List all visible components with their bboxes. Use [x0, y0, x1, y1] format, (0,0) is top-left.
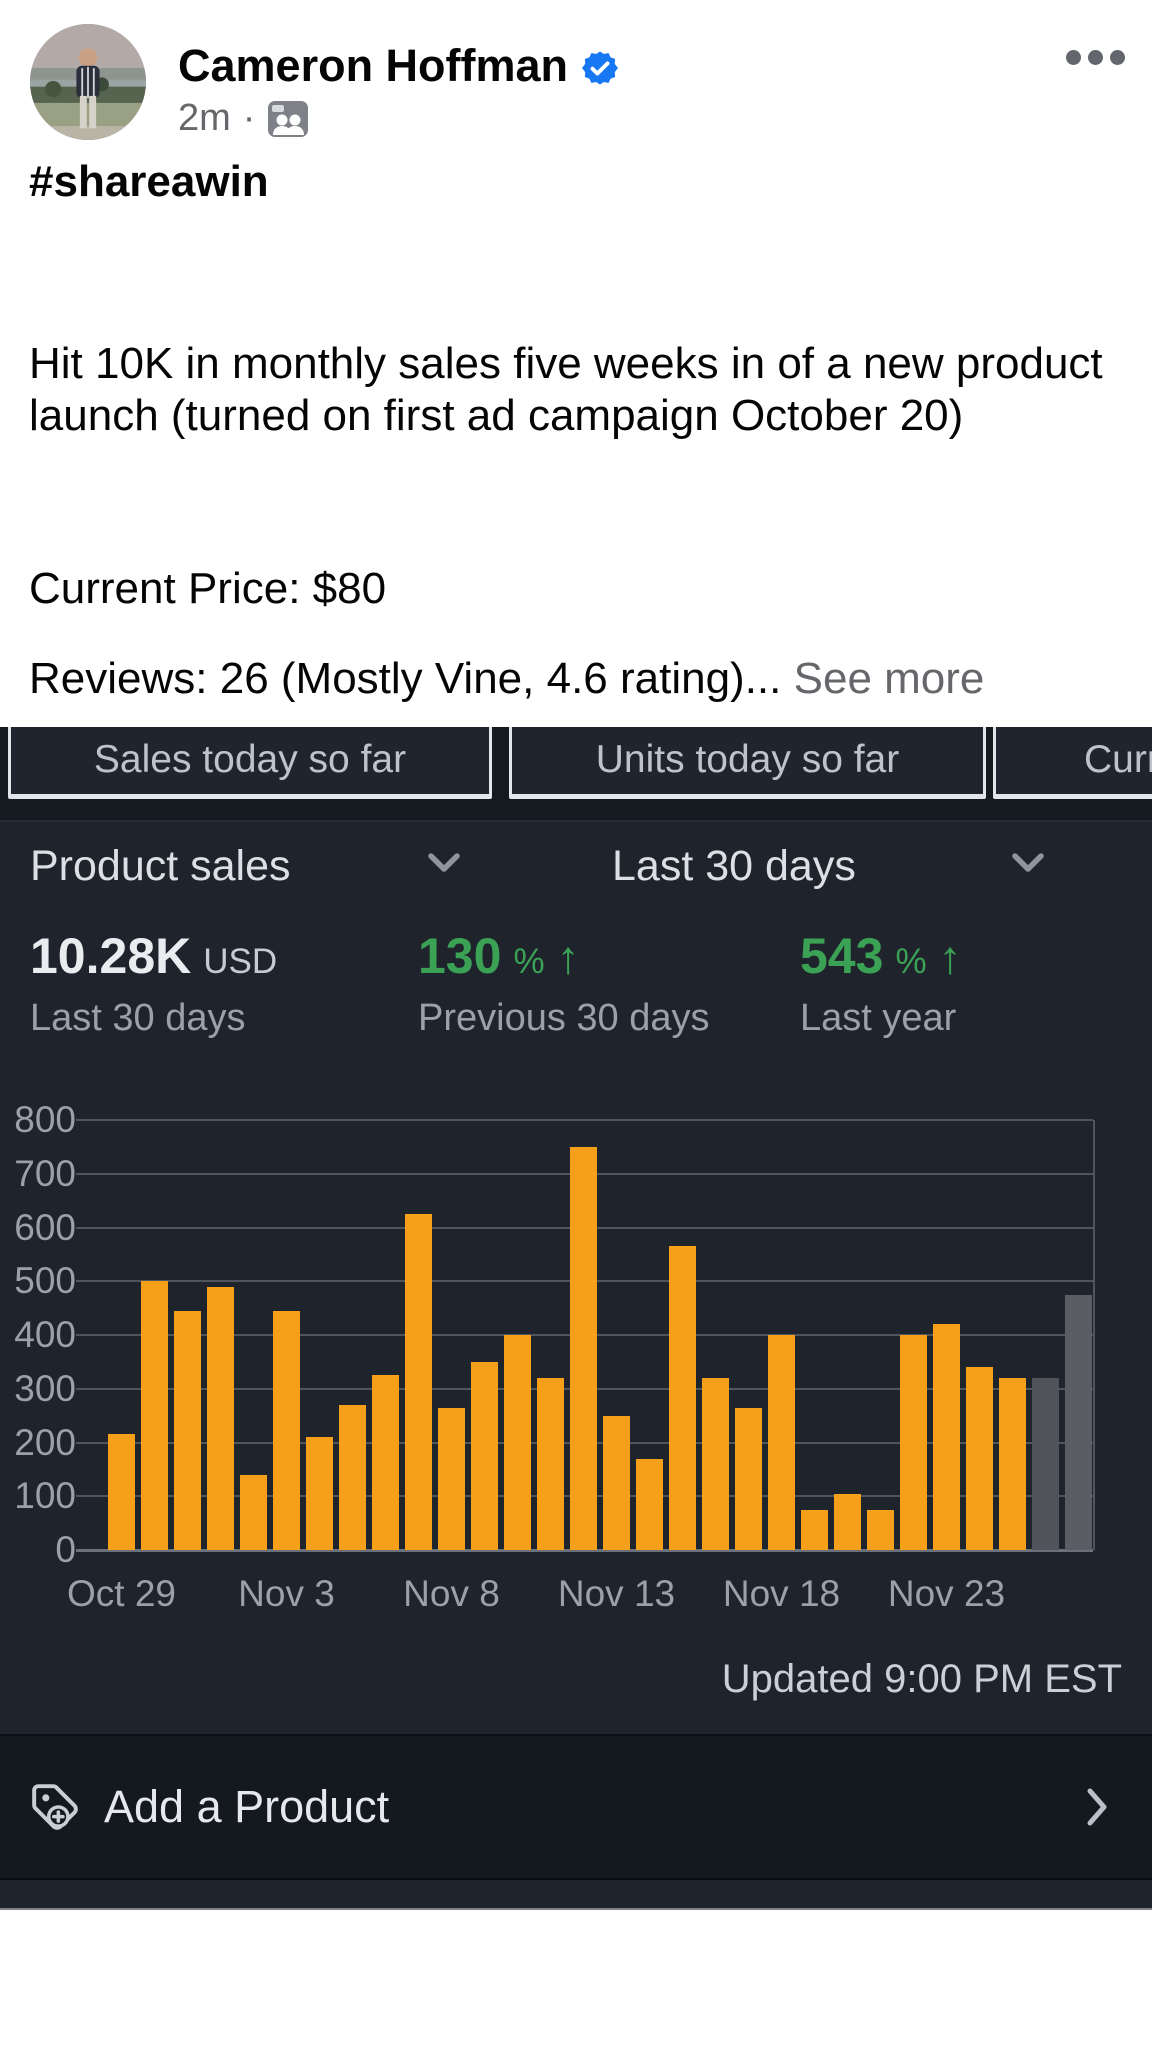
bar-nov-19	[801, 1509, 828, 1550]
post-hashtag[interactable]: #shareawin	[29, 157, 269, 206]
metric-previous-unit: %	[513, 942, 545, 981]
tab-sales-today-label: Sales today so far	[93, 738, 407, 781]
x-tick-nov-3: Nov 3	[238, 1573, 335, 1614]
bar-nov-25	[999, 1378, 1026, 1550]
see-more-link[interactable]: See more	[793, 654, 985, 703]
author-name[interactable]: Cameron Hoffman	[178, 40, 569, 91]
bar-nov-23	[933, 1324, 960, 1550]
chart-selector-row: Product sales Last 30 days	[0, 837, 1152, 901]
range-selector[interactable]: Last 30 days	[612, 842, 856, 890]
x-tick-nov-18: Nov 18	[722, 1573, 841, 1614]
metric-total-sales: 10.28K USD Last 30 days	[30, 927, 277, 1041]
metric-total-value: 10.28K	[30, 928, 192, 984]
bar-nov-8	[438, 1407, 465, 1550]
metric-year-value: 543	[800, 928, 884, 984]
add-product-label: Add a Product	[104, 1781, 390, 1832]
y-tick-400: 400	[14, 1314, 76, 1355]
bar-nov-10	[504, 1335, 531, 1550]
y-tick-600: 600	[14, 1206, 76, 1248]
y-axis-labels: 0 100 200 300 400 500 600 700 800	[0, 1099, 76, 1570]
updated-timestamp: Updated 9:00 PM EST	[721, 1657, 1122, 1701]
y-tick-100: 100	[14, 1475, 76, 1517]
bar-chart-plot	[76, 1119, 1095, 1552]
metric-vs-previous: 130 % ↑ Previous 30 days	[418, 927, 710, 1041]
chevron-right-icon	[1087, 1788, 1107, 1826]
bar-nov-11	[537, 1378, 564, 1550]
x-tick-oct-29: Oct 29	[67, 1573, 176, 1614]
bar-nov-13	[603, 1415, 630, 1550]
bar-oct-29	[108, 1434, 135, 1550]
x-tick-nov-23: Nov 23	[887, 1573, 1006, 1614]
metric-vs-last-year: 543 % ↑ Last year	[800, 927, 962, 1041]
bar-nov-5	[339, 1404, 366, 1550]
gridline-800	[76, 1119, 1093, 1121]
bar-nov-26	[1032, 1378, 1059, 1550]
attached-dashboard-image[interactable]: Sales today so far Units today so far Cu…	[0, 727, 1152, 1910]
up-arrow-icon: ↑	[938, 931, 962, 983]
x-tick-nov-8: Nov 8	[403, 1573, 500, 1614]
chart-right-border	[1093, 1120, 1095, 1550]
y-tick-300: 300	[14, 1367, 76, 1409]
bar-nov-2	[240, 1474, 267, 1550]
timestamp-separator: ·	[242, 97, 256, 139]
metric-total-unit: USD	[203, 942, 278, 981]
audience-friends-icon	[268, 101, 309, 137]
bar-nov-27	[1065, 1294, 1092, 1550]
tab-current-truncated[interactable]: Curr	[993, 727, 1152, 799]
metric-selector[interactable]: Product sales	[30, 842, 291, 890]
post-price-line: Current Price: $80	[29, 564, 387, 613]
tab-units-today[interactable]: Units today so far	[509, 727, 986, 799]
verified-badge-icon	[582, 51, 619, 85]
bar-nov-20	[834, 1493, 861, 1550]
bar-nov-16	[702, 1378, 729, 1550]
metric-total-label: Last 30 days	[30, 997, 246, 1039]
tab-sales-today[interactable]: Sales today so far	[8, 727, 492, 799]
avatar-photo	[30, 24, 146, 140]
bar-nov-24	[966, 1367, 993, 1550]
bar-nov-15	[669, 1246, 696, 1550]
dashboard-tabs-strip: Sales today so far Units today so far Cu…	[0, 727, 1152, 822]
bar-oct-30	[141, 1281, 168, 1550]
y-tick-800: 800	[14, 1099, 76, 1140]
add-product-row[interactable]: Add a Product	[0, 1734, 1152, 1880]
post-reviews-line: Reviews: 26 (Mostly Vine, 4.6 rating)...…	[29, 653, 1129, 705]
bar-nov-7	[405, 1214, 432, 1550]
metric-year-label: Last year	[800, 997, 957, 1039]
bar-oct-31	[174, 1310, 201, 1550]
post-timestamp[interactable]: 2m	[178, 97, 231, 139]
metric-previous-value: 130	[418, 928, 502, 984]
metric-year-unit: %	[895, 942, 927, 981]
price-tag-plus-icon	[32, 1784, 78, 1830]
bar-nov-3	[273, 1310, 300, 1550]
tab-units-today-label: Units today so far	[595, 738, 900, 781]
y-tick-700: 700	[14, 1152, 76, 1194]
metric-previous-label: Previous 30 days	[418, 997, 710, 1039]
bar-nov-18	[768, 1335, 795, 1550]
bar-nov-17	[735, 1407, 762, 1550]
bar-nov-9	[471, 1361, 498, 1550]
avatar[interactable]	[30, 24, 146, 140]
bar-nov-21	[867, 1509, 894, 1550]
reviews-text: Reviews: 26 (Mostly Vine, 4.6 rating)...	[29, 654, 782, 703]
bar-nov-14	[636, 1458, 663, 1550]
metric-selector-chevron-down-icon[interactable]	[428, 853, 460, 873]
bar-nov-12	[570, 1146, 597, 1550]
image-bottom-divider	[0, 1908, 1152, 1910]
bar-nov-6	[372, 1375, 399, 1550]
y-tick-200: 200	[14, 1421, 76, 1463]
gridline-0	[76, 1549, 1093, 1552]
y-tick-500: 500	[14, 1260, 76, 1302]
bar-nov-22	[900, 1335, 927, 1550]
range-selector-chevron-down-icon[interactable]	[1012, 853, 1044, 873]
x-axis-labels: Oct 29 Nov 3 Nov 8 Nov 13 Nov 18 Nov 23	[67, 1572, 1093, 1622]
y-tick-0: 0	[55, 1529, 76, 1570]
tab-current-label: Curr	[1084, 738, 1152, 781]
up-arrow-icon: ↑	[556, 931, 580, 983]
post-body-text: Hit 10K in monthly sales five weeks in o…	[29, 339, 1103, 440]
bar-nov-1	[207, 1286, 234, 1550]
x-tick-nov-13: Nov 13	[557, 1573, 676, 1614]
bar-nov-4	[306, 1437, 333, 1550]
post-menu-ellipsis-icon[interactable]	[1060, 44, 1131, 71]
